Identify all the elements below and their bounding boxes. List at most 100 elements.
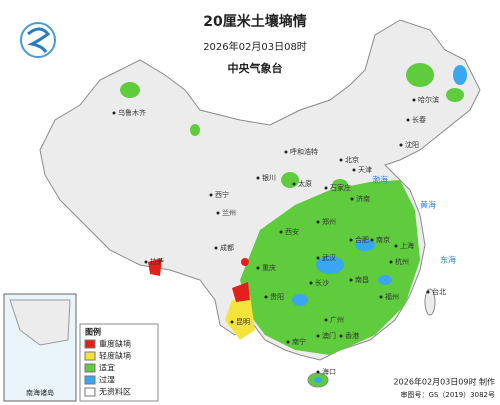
- city-label: 南宁: [292, 337, 306, 346]
- city-label: 郑州: [322, 218, 336, 226]
- city-marker: [412, 98, 416, 102]
- severe-patch: [232, 282, 250, 302]
- city-marker: [339, 158, 343, 162]
- city-label: 济南: [356, 194, 370, 203]
- city-label: 杭州: [395, 257, 409, 266]
- city-marker: [350, 197, 354, 201]
- city-label: 天津: [358, 166, 372, 174]
- city-marker: [256, 176, 260, 180]
- sea-label: 渤海: [372, 175, 388, 185]
- city-label: 成都: [220, 243, 234, 252]
- city-marker: [426, 290, 430, 294]
- city-marker: [284, 150, 288, 154]
- city-marker: [324, 318, 328, 322]
- severe-patch: [148, 258, 162, 276]
- city-marker: [406, 118, 410, 122]
- legend-label: 适宜: [99, 363, 115, 373]
- city-label: 昆明: [236, 318, 250, 326]
- legend-swatch: [84, 351, 96, 361]
- suitable-patch: [332, 179, 348, 191]
- city-marker: [324, 186, 328, 190]
- city-label: 香港: [345, 331, 359, 340]
- severe-patch: [241, 258, 249, 266]
- city-label: 沈阳: [405, 140, 419, 149]
- city-label: 澳门: [322, 331, 336, 340]
- wet-patch: [316, 256, 344, 274]
- severe-drought-patches: [148, 258, 250, 302]
- suitable-patch: [190, 124, 200, 136]
- suitable-patch: [120, 82, 140, 98]
- city-label: 银川: [262, 173, 276, 182]
- legend-label: 重度缺墒: [99, 339, 131, 349]
- city-label: 南京: [376, 235, 390, 244]
- sea-label: 黄海: [420, 200, 436, 210]
- city-marker: [316, 334, 320, 338]
- legend-swatch: [84, 363, 96, 373]
- suitable-patch: [446, 88, 464, 102]
- city-marker: [209, 193, 213, 197]
- legend-swatch: [84, 375, 96, 385]
- header: 20厘米土壤墒情 2026年02月03日08时 中央气象台: [203, 13, 307, 75]
- legend-swatch: [84, 339, 96, 349]
- city-label: 太原: [298, 179, 312, 188]
- city-label: 西安: [285, 227, 299, 236]
- city-marker: [349, 238, 353, 242]
- city-marker: [292, 182, 296, 186]
- issuer: 中央气象台: [228, 61, 283, 75]
- city-marker: [379, 295, 383, 299]
- taiwan: [424, 288, 436, 316]
- made-time: 2026年02月03日09时 制作: [394, 377, 495, 387]
- city-marker: [316, 370, 320, 374]
- logo: [20, 22, 56, 58]
- city-label: 贵阳: [270, 292, 284, 301]
- city-label: 福州: [385, 292, 399, 301]
- legend-label: 轻度缺墒: [99, 351, 131, 361]
- city-marker: [286, 340, 290, 344]
- city-label: 乌鲁木齐: [118, 108, 146, 117]
- suitable-patch: [406, 63, 434, 87]
- city-marker: [144, 260, 148, 264]
- city-marker: [349, 278, 353, 282]
- logo-mark: [27, 27, 51, 53]
- footer: 2026年02月03日09时 制作 审图号：GS（2019）3082号: [394, 377, 495, 400]
- city-marker: [352, 168, 356, 172]
- wet-patch: [453, 65, 467, 85]
- city-marker: [370, 238, 374, 242]
- legend-label: 过湿: [99, 375, 115, 385]
- city-label: 海口: [322, 367, 336, 376]
- city-label: 合肥: [355, 235, 369, 244]
- city-marker: [316, 220, 320, 224]
- city-marker: [230, 320, 234, 324]
- inset-land: [9, 299, 71, 346]
- city-marker: [214, 246, 218, 250]
- wet-patches: [292, 65, 467, 383]
- city-marker: [309, 281, 313, 285]
- city-label: 北京: [345, 155, 359, 164]
- city-label: 长春: [412, 115, 426, 124]
- inset: 南海诸岛: [3, 293, 77, 402]
- legend-swatch: [84, 387, 96, 397]
- title: 20厘米土壤墒情: [203, 13, 306, 30]
- city-marker: [399, 143, 403, 147]
- issue-time: 2026年02月03日08时: [203, 40, 307, 53]
- city-label: 上海: [400, 241, 414, 250]
- sea-label: 东海: [440, 255, 456, 265]
- city-label: 呼和浩特: [290, 147, 318, 156]
- city-marker: [216, 211, 220, 215]
- legend-label: 无资料区: [99, 387, 131, 397]
- inset-label: 南海诸岛: [26, 388, 54, 397]
- wet-patch: [378, 275, 392, 285]
- approval-number: 审图号：GS（2019）3082号: [401, 390, 496, 399]
- city-label: 台北: [432, 287, 446, 296]
- city-label: 广州: [330, 315, 344, 324]
- wet-patch: [292, 294, 308, 306]
- city-label: 长沙: [315, 278, 329, 287]
- wet-patch: [355, 239, 375, 251]
- city-label: 拉萨: [150, 257, 164, 266]
- city-marker: [339, 334, 343, 338]
- city-marker: [279, 230, 283, 234]
- city-marker: [264, 295, 268, 299]
- city-label: 哈尔滨: [418, 95, 439, 104]
